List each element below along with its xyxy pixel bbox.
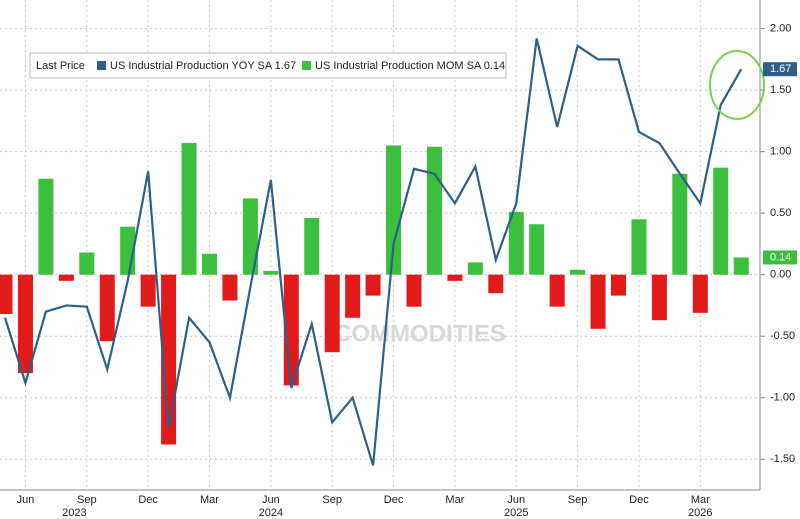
- bar: [508, 211, 524, 275]
- value-tag: [763, 250, 797, 265]
- legend-swatch: [97, 61, 106, 70]
- bar: [590, 274, 606, 329]
- bar: [140, 274, 156, 307]
- bar: [324, 274, 340, 353]
- x-tick-label: Sep: [568, 494, 588, 506]
- bar: [202, 253, 217, 275]
- bar: [181, 143, 197, 275]
- bar: [467, 262, 483, 275]
- legend: Last Price US Industrial Production YOY …: [29, 52, 507, 79]
- bar: [549, 274, 565, 307]
- bar: [447, 274, 463, 281]
- bar: [631, 219, 647, 275]
- bar: [733, 257, 749, 275]
- legend-label: US Industrial Production MOM SA 0.14: [315, 60, 505, 72]
- x-tick-label: Dec: [629, 494, 649, 506]
- legend-box: [29, 52, 507, 79]
- bar: [263, 270, 279, 275]
- x-tick-label: Jun: [262, 494, 280, 506]
- bar: [406, 274, 422, 307]
- value-tag-label: 1.67: [770, 63, 791, 75]
- bar: [38, 178, 54, 275]
- bar: [304, 218, 320, 275]
- y-tick-label: -1.00: [770, 392, 795, 404]
- bar: [488, 274, 504, 294]
- x-tick-label: Mar: [691, 494, 710, 506]
- bar: [365, 274, 381, 296]
- bar: [611, 274, 626, 296]
- x-tick-label: Jun: [17, 494, 35, 506]
- bar: [345, 274, 361, 318]
- x-tick-label: Dec: [384, 494, 404, 506]
- legend-swatch: [302, 61, 311, 70]
- x-tick-label: Dec: [138, 494, 158, 506]
- highlight-circle: [709, 50, 765, 120]
- x-year-label: 2023: [62, 507, 86, 519]
- bar: [426, 146, 442, 275]
- x-year-label: 2025: [504, 507, 528, 519]
- bar: [161, 274, 177, 445]
- line: [3, 38, 743, 466]
- y-tick-label: -1.50: [770, 453, 795, 465]
- bar: [386, 145, 402, 275]
- bar: [570, 269, 586, 275]
- x-year-label: 2024: [259, 507, 283, 519]
- bar: [17, 274, 33, 374]
- bar: [79, 252, 95, 275]
- watermark: COMMODITIES: [334, 320, 506, 347]
- y-tick-label: -0.50: [770, 330, 795, 342]
- x-tick-label: Sep: [322, 494, 342, 506]
- bar: [99, 274, 115, 342]
- y-tick-label: 1.00: [770, 146, 791, 158]
- x-tick-label: Jun: [507, 494, 525, 506]
- bar: [242, 198, 258, 275]
- x-year-label: 2026: [688, 507, 712, 519]
- y-tick-label: 0.50: [770, 207, 791, 219]
- y-tick-label: 1.50: [770, 84, 791, 96]
- bar: [529, 224, 545, 275]
- marks: [0, 38, 749, 466]
- bar: [713, 167, 729, 275]
- bar: [0, 274, 13, 315]
- y-tick-label: 2.00: [770, 23, 791, 35]
- value-tag: [763, 62, 797, 77]
- bar: [222, 274, 238, 301]
- legend-title: Last Price: [36, 60, 85, 72]
- bar: [58, 274, 74, 281]
- bar: [672, 173, 688, 275]
- x-tick-label: Sep: [77, 494, 97, 506]
- legend-label: US Industrial Production YOY SA 1.67: [110, 60, 296, 72]
- x-tick-label: Mar: [200, 494, 219, 506]
- bar: [651, 274, 667, 321]
- value-tag-label: 0.14: [770, 251, 791, 263]
- y-tick-label: 0.00: [770, 269, 791, 281]
- x-tick-label: Mar: [445, 494, 464, 506]
- bar: [692, 274, 708, 313]
